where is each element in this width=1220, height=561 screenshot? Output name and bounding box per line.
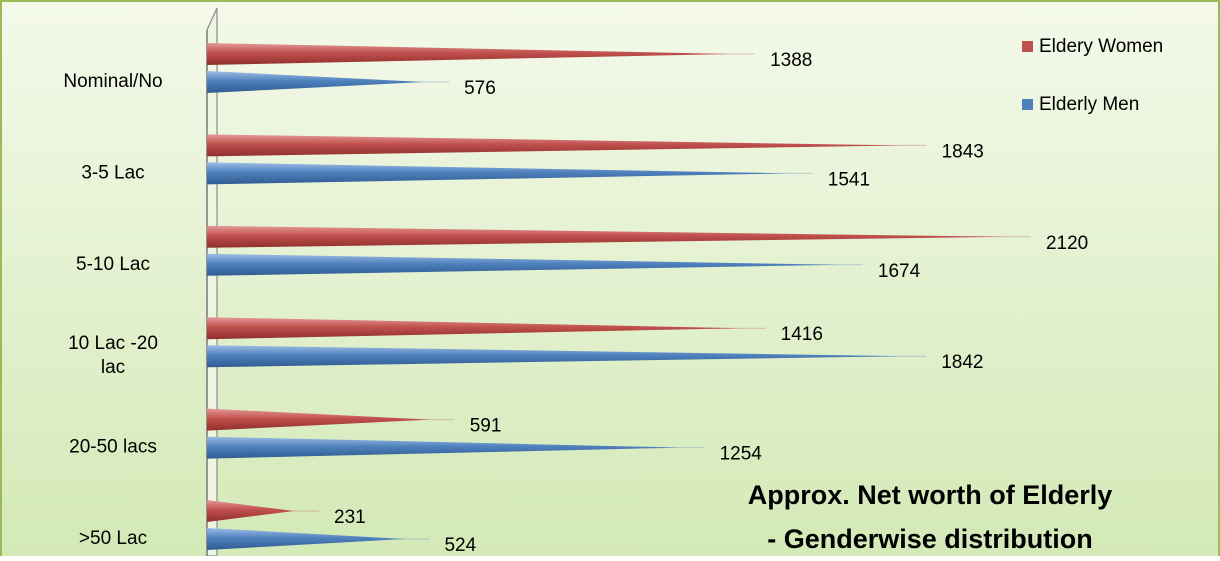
category-label: 5-10 Lac bbox=[76, 254, 150, 275]
data-label: 576 bbox=[464, 78, 496, 99]
bar-elderly-men bbox=[207, 253, 838, 276]
labels-layer: Nominal/No 3-5 Lac 5-10 Lac 10 Lac -20 lac 20… bbox=[63, 50, 1088, 556]
category-label: 10 Lac -20 lac bbox=[68, 333, 158, 378]
legend: Eldery Women Elderly Men bbox=[1022, 36, 1163, 115]
bar-eldery-women bbox=[207, 43, 731, 65]
bar-eldery-women bbox=[207, 500, 295, 522]
bar-eldery-women bbox=[207, 408, 430, 431]
data-label: 1674 bbox=[878, 261, 921, 282]
data-label: 231 bbox=[334, 507, 366, 528]
marks-layer bbox=[207, 43, 1031, 550]
bar-eldery-women bbox=[207, 134, 902, 157]
data-label: 1842 bbox=[941, 352, 983, 373]
category-label: Nominal/No bbox=[63, 71, 162, 92]
bar-elderly-men bbox=[207, 345, 902, 368]
data-label: 591 bbox=[470, 416, 502, 437]
data-label: 524 bbox=[444, 535, 476, 556]
data-label: 2120 bbox=[1046, 233, 1088, 254]
category-label: 20-50 lacs bbox=[69, 437, 157, 458]
data-label: 1416 bbox=[781, 324, 823, 345]
bar-elderly-men bbox=[207, 436, 680, 459]
chart-title-line1: Approx. Net worth of Elderly bbox=[748, 480, 1113, 510]
legend-swatch bbox=[1022, 99, 1033, 110]
bar-elderly-men bbox=[207, 528, 405, 550]
bar-eldery-women bbox=[207, 317, 741, 340]
category-label: >50 Lac bbox=[79, 528, 147, 549]
bar-elderly-men bbox=[207, 71, 425, 93]
legend-label: Elderly Men bbox=[1039, 94, 1139, 115]
chart-title-line2: - Genderwise distribution bbox=[767, 524, 1093, 554]
legend-swatch bbox=[1022, 41, 1033, 52]
data-label: 1388 bbox=[770, 50, 812, 71]
data-label: 1843 bbox=[942, 141, 984, 162]
bar-eldery-women bbox=[207, 225, 1006, 248]
bar-elderly-men bbox=[207, 162, 788, 185]
data-label: 1541 bbox=[828, 169, 870, 190]
data-label: 1254 bbox=[720, 444, 763, 465]
legend-label: Eldery Women bbox=[1039, 36, 1163, 57]
category-label: 3-5 Lac bbox=[81, 162, 144, 183]
